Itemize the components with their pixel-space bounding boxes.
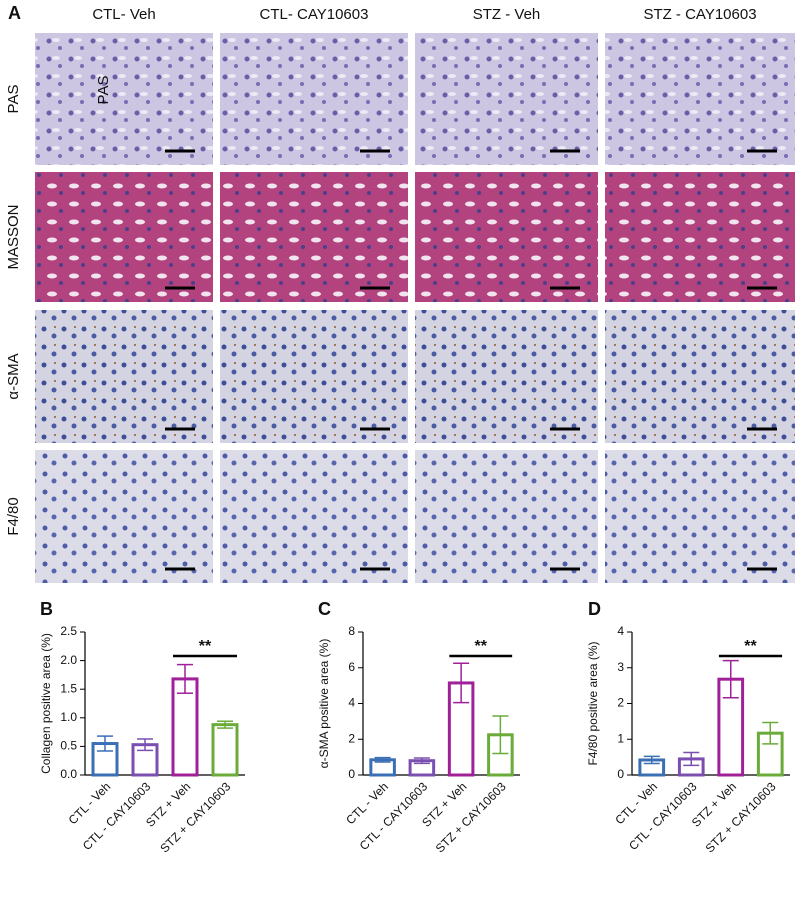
row-label: MASSON [5,204,22,269]
bar [211,723,239,777]
x-tick-label: CTL - CAY10603 [626,779,700,853]
y-tick-label: 2 [348,731,355,745]
micrograph [605,310,795,443]
row-label: PAS [5,85,22,114]
micrograph [220,172,408,302]
y-tick-label: 1.5 [60,681,77,695]
y-tick-label: 2 [617,696,624,710]
image-annotation: PAS [95,76,112,105]
y-tick-label: 1.0 [60,710,77,724]
significance-label: ** [744,638,757,655]
y-tick-label: 2.5 [60,624,77,638]
micrograph [35,450,213,583]
row-label: F4/80 [5,497,22,535]
micrograph [35,310,213,443]
y-tick-label: 0 [348,767,355,781]
x-tick-label: STZ + CAY10603 [433,779,509,855]
panel-label: A [8,3,21,23]
image-grid [35,33,795,583]
micrograph [220,450,408,583]
x-tick-label: CTL - CAY10603 [357,779,431,853]
y-axis-label: F4/80 positive area (%) [586,641,600,765]
x-tick-label: CTL - CAY10603 [80,779,154,853]
micrograph [415,310,598,443]
y-tick-label: 0 [617,767,624,781]
significance-label: ** [475,638,488,655]
column-header: STZ - Veh [473,6,541,23]
micrograph [415,172,598,302]
y-axis-label: Collagen positive area (%) [39,633,53,774]
y-tick-label: 2.0 [60,653,77,667]
x-tick-label: STZ + CAY10603 [703,779,779,855]
micrograph [415,33,598,165]
micrograph [35,172,213,302]
micrograph [605,172,795,302]
y-tick-label: 0.5 [60,739,77,753]
micrograph [605,33,795,165]
y-tick-label: 4 [617,624,624,638]
column-header: CTL- Veh [92,6,155,23]
y-axis-label: α-SMA positive area (%) [317,639,331,769]
panel-label: B [40,599,53,619]
bar [171,677,199,777]
column-header: CTL- CAY10603 [260,6,369,23]
panel-label: C [318,599,331,619]
micrograph [220,33,408,165]
row-label: α-SMA [5,353,22,399]
y-tick-label: 6 [348,660,355,674]
micrograph [605,450,795,583]
y-tick-label: 8 [348,624,355,638]
column-header: STZ - CAY10603 [643,6,756,23]
micrograph [415,450,598,583]
panel-label: D [588,599,601,619]
y-tick-label: 3 [617,660,624,674]
y-tick-label: 0.0 [60,767,77,781]
x-tick-label: STZ + CAY10603 [157,779,233,855]
significance-label: ** [199,638,212,655]
micrograph [220,310,408,443]
y-tick-label: 1 [617,731,624,745]
micrograph [35,33,213,165]
y-tick-label: 4 [348,696,355,710]
